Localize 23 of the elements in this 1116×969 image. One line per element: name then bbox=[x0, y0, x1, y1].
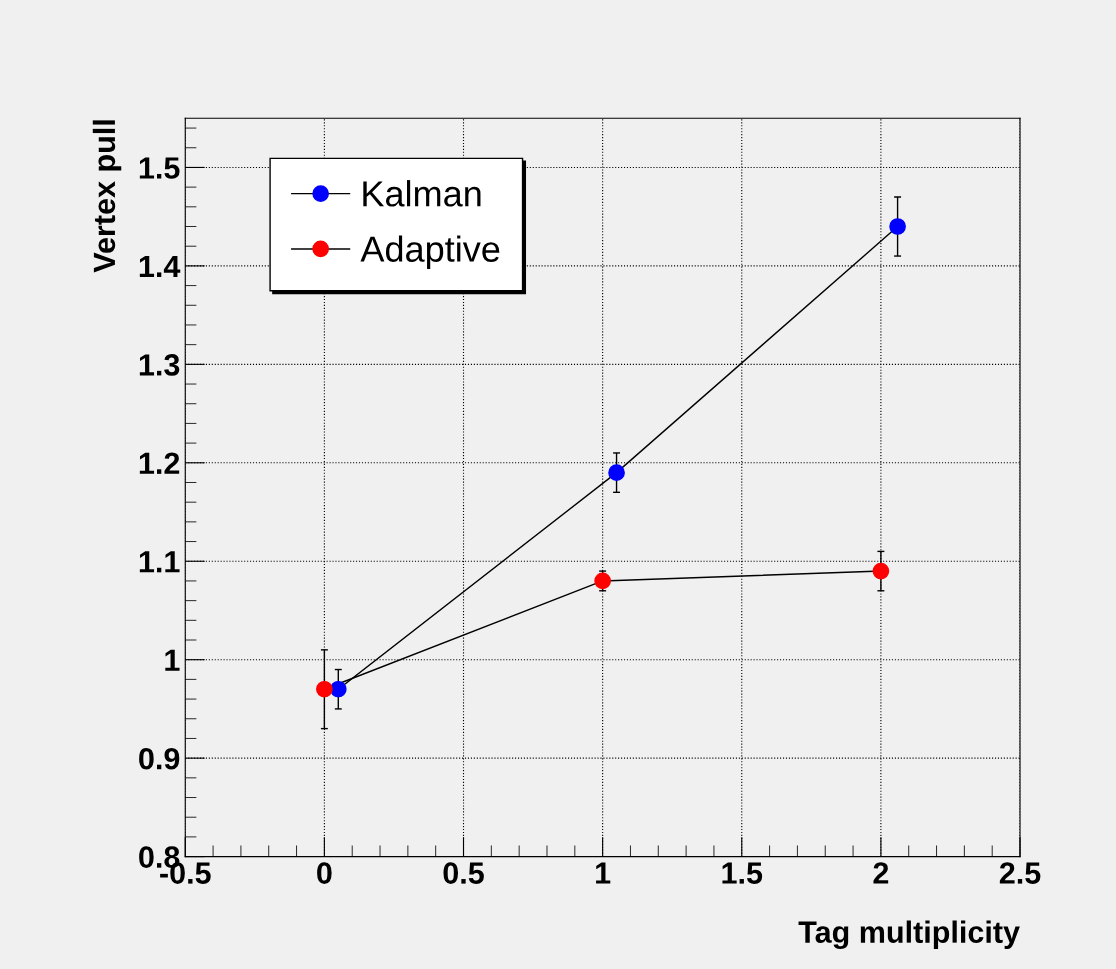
point bbox=[329, 680, 347, 698]
point bbox=[889, 218, 906, 235]
point bbox=[608, 464, 625, 481]
x-tick-label: 1.5 bbox=[722, 862, 763, 884]
y-tick-label: 1.2 bbox=[139, 452, 180, 474]
point bbox=[594, 572, 611, 590]
y-tick-label: 1.1 bbox=[139, 551, 180, 573]
y-tick-label: 0.9 bbox=[139, 747, 180, 770]
x-tick-label: 2 bbox=[873, 862, 889, 884]
x-tick-label: 2.5 bbox=[999, 862, 1041, 884]
y-tick-label: 1 bbox=[165, 649, 180, 671]
x-tick-label: 0 bbox=[317, 862, 332, 884]
y-tick-label: 1.5 bbox=[139, 157, 180, 179]
point bbox=[316, 680, 333, 698]
x-tick-label: 1 bbox=[596, 862, 611, 884]
x-axis-title: Tag multiplicity bbox=[798, 920, 1020, 950]
legend-label: Adaptive bbox=[360, 235, 500, 270]
y-axis-title: Vertex pull bbox=[92, 120, 122, 273]
y-tick-label: 1.4 bbox=[139, 255, 181, 277]
y-tick-label: 1.3 bbox=[139, 354, 180, 376]
x-tick-label: 0.5 bbox=[443, 862, 484, 884]
legend-label: Kalman bbox=[363, 180, 481, 207]
point bbox=[872, 562, 890, 580]
